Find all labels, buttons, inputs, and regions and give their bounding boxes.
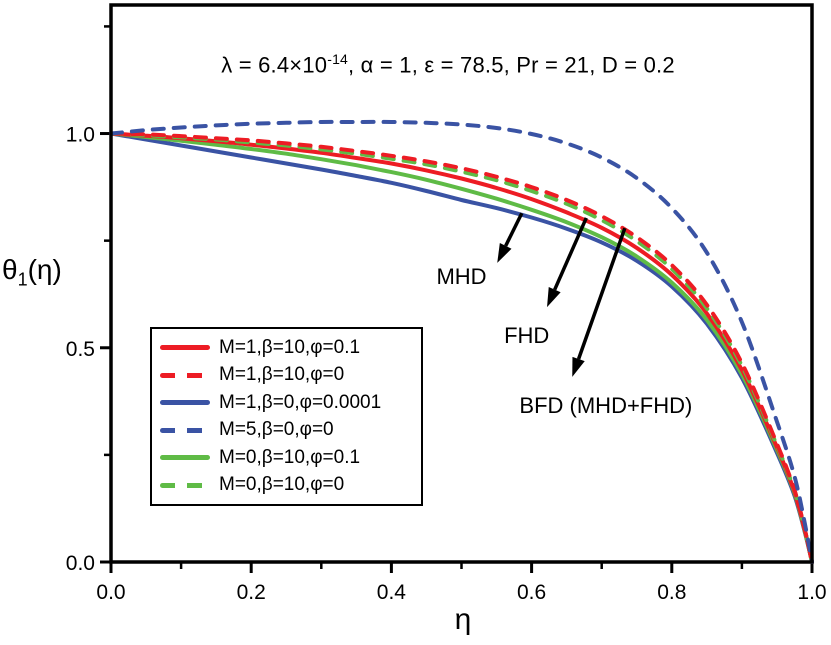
legend-item-label: M=0,β=10,φ=0.1 <box>219 446 361 468</box>
curves <box>109 119 814 564</box>
legend-line-sample <box>160 455 210 461</box>
annotation-arrow-line <box>504 212 524 247</box>
legend-item: M=0,β=10,φ=0.1 <box>160 447 415 469</box>
legend-item-label: M=1,β=0,φ=0.0001 <box>219 391 382 413</box>
legend: M=1,β=10,φ=0.1 M=1,β=10,φ=0 M=1,β=0,φ=0.00… <box>150 327 423 506</box>
y-tick-label: 0.0 <box>66 552 95 575</box>
legend-item: M=1,β=0,φ=0.0001 <box>160 392 415 414</box>
legend-line-sample <box>160 372 210 378</box>
annotation-label: FHD <box>504 323 549 348</box>
title-exponent: -14 <box>327 51 349 67</box>
legend-item: M=1,β=10,φ=0.1 <box>160 337 415 359</box>
legend-line-sample <box>160 400 210 406</box>
annotation-label: BFD (MHD+FHD) <box>519 393 692 418</box>
legend-item-label: M=5,β=0,φ=0 <box>219 419 334 441</box>
axis-ticks: 0.0 0.2 0.4 0.6 0.8 1.0 0.0 0.5 1.0 <box>66 25 827 604</box>
annotation-arrowhead <box>547 287 561 308</box>
y-axis-label: θ1(η) <box>2 254 62 291</box>
annotation-arrow-line <box>553 217 588 291</box>
x-tick-label: 0.6 <box>517 581 546 604</box>
title-suffix: , α = 1, ε = 78.5, Pr = 21, D = 0.2 <box>348 52 675 78</box>
x-tick-label: 0.2 <box>237 581 266 604</box>
legend-line-sample <box>160 345 210 351</box>
annotation-arrow-line <box>576 227 627 360</box>
legend-item-label: M=1,β=10,φ=0.1 <box>219 336 361 358</box>
x-tick-label: 0.8 <box>657 581 686 604</box>
annotations: MHD FHD BFD (MHD+FHD) <box>436 212 692 418</box>
legend-line-sample <box>160 427 210 433</box>
x-axis-label: η <box>454 603 472 636</box>
curve-M=5,β=0,φ=0 <box>109 119 814 564</box>
plot-border <box>109 3 814 564</box>
legend-item-label: M=1,β=10,φ=0 <box>219 364 345 386</box>
annotation-label: MHD <box>436 264 486 289</box>
y-label-subscript: 1 <box>17 269 28 290</box>
legend-item: M=5,β=0,φ=0 <box>160 419 415 441</box>
y-tick-label: 1.0 <box>66 124 95 147</box>
annotation-arrowhead <box>497 243 512 263</box>
legend-line-sample <box>160 482 210 488</box>
y-label-eta: (η) <box>27 254 62 285</box>
y-label-theta: θ <box>2 254 18 285</box>
x-tick-label: 0.0 <box>96 581 125 604</box>
y-tick-label: 0.5 <box>66 338 95 361</box>
x-tick-label: 1.0 <box>797 581 826 604</box>
x-tick-label: 0.4 <box>377 581 407 604</box>
curve-M=1,β=10,φ=0 <box>109 131 814 564</box>
chart-title: λ = 6.4×10-14, α = 1, ε = 78.5, Pr = 21,… <box>221 51 675 78</box>
annotation-arrowhead <box>572 356 585 377</box>
title-prefix: λ = 6.4×10 <box>221 52 328 78</box>
legend-item: M=1,β=10,φ=0 <box>160 364 415 386</box>
legend-item-label: M=0,β=10,φ=0 <box>219 474 345 496</box>
legend-item: M=0,β=10,φ=0 <box>160 474 415 496</box>
